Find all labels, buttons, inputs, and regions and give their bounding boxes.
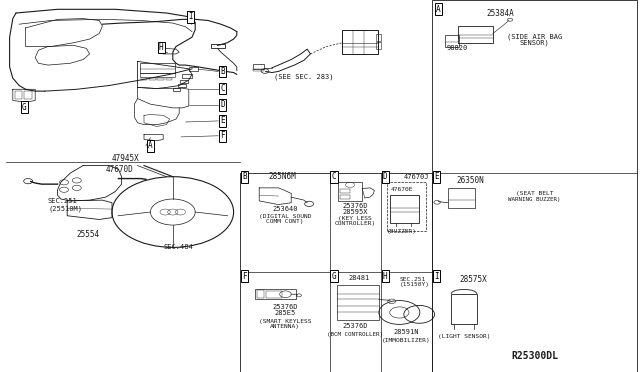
Text: 25376D: 25376D xyxy=(342,203,368,209)
Text: 25384A: 25384A xyxy=(486,9,514,17)
Bar xyxy=(182,74,192,78)
Bar xyxy=(189,67,198,71)
Bar xyxy=(387,182,426,231)
Text: H: H xyxy=(159,43,164,52)
Text: (KEY LESS: (KEY LESS xyxy=(339,216,372,221)
Text: 285E5: 285E5 xyxy=(274,310,296,316)
Text: E: E xyxy=(220,116,225,125)
Text: (BCM CONTROLLER): (BCM CONTROLLER) xyxy=(327,331,383,337)
Text: 253640: 253640 xyxy=(272,206,298,212)
Text: 28575X: 28575X xyxy=(460,275,487,283)
Bar xyxy=(448,188,475,208)
Text: I: I xyxy=(188,12,193,21)
Text: 28591N: 28591N xyxy=(393,329,419,335)
Text: D: D xyxy=(383,172,388,181)
Text: G: G xyxy=(332,272,337,280)
Text: 28481: 28481 xyxy=(349,275,370,281)
Bar xyxy=(173,88,180,91)
Text: B: B xyxy=(242,172,247,181)
Text: (LIGHT SENSOR): (LIGHT SENSOR) xyxy=(438,334,490,339)
Text: 26350N: 26350N xyxy=(456,176,484,185)
Text: (15150Y): (15150Y) xyxy=(399,282,429,288)
Bar xyxy=(141,78,147,80)
Bar xyxy=(140,73,175,77)
Bar xyxy=(253,69,264,71)
Text: (SEE SEC. 283): (SEE SEC. 283) xyxy=(275,73,333,80)
Bar xyxy=(451,294,477,324)
Text: (SEAT BELT: (SEAT BELT xyxy=(516,191,553,196)
Bar xyxy=(149,78,156,80)
Bar xyxy=(340,195,350,199)
Text: 47670E: 47670E xyxy=(390,187,413,192)
Text: (BUZZER): (BUZZER) xyxy=(387,229,417,234)
Text: A: A xyxy=(148,141,153,150)
Text: 47670D: 47670D xyxy=(106,165,133,174)
Text: SENSOR): SENSOR) xyxy=(520,39,549,46)
Bar xyxy=(337,285,379,320)
Bar xyxy=(342,30,378,54)
Text: CONTROLLER): CONTROLLER) xyxy=(335,221,376,226)
Bar xyxy=(178,84,186,87)
Text: G: G xyxy=(22,103,27,112)
Text: 25376D: 25376D xyxy=(272,304,298,310)
Text: D: D xyxy=(220,100,225,109)
Bar xyxy=(211,44,225,48)
Text: E: E xyxy=(434,172,439,181)
Text: C: C xyxy=(332,172,337,181)
Text: SEC.251: SEC.251 xyxy=(399,277,426,282)
Bar xyxy=(445,35,459,46)
Text: F: F xyxy=(220,131,225,140)
Text: WARNING BUZZER): WARNING BUZZER) xyxy=(508,197,561,202)
Text: SEC.484: SEC.484 xyxy=(163,244,193,250)
Text: 25376D: 25376D xyxy=(342,323,368,328)
Text: (25510M): (25510M) xyxy=(48,205,82,212)
Text: R25300DL: R25300DL xyxy=(511,352,558,361)
Bar xyxy=(338,182,362,201)
Bar xyxy=(166,78,172,80)
Bar xyxy=(255,289,296,299)
Text: B: B xyxy=(220,67,225,76)
Bar xyxy=(390,195,419,223)
Text: 47945X: 47945X xyxy=(112,154,140,163)
Text: H: H xyxy=(383,272,388,280)
Bar xyxy=(157,78,164,80)
Text: 285N6M: 285N6M xyxy=(269,172,296,181)
Text: (SMART KEYLESS: (SMART KEYLESS xyxy=(259,319,311,324)
Bar xyxy=(376,34,381,41)
Bar xyxy=(24,91,32,99)
Text: C: C xyxy=(220,84,225,93)
Text: 98820: 98820 xyxy=(447,45,468,51)
Text: 47670J: 47670J xyxy=(403,174,429,180)
Bar xyxy=(140,63,175,73)
Text: COMM CONT): COMM CONT) xyxy=(266,219,303,224)
Text: 25554: 25554 xyxy=(77,230,100,239)
Text: (SIDE AIR BAG: (SIDE AIR BAG xyxy=(507,34,562,41)
Text: A: A xyxy=(436,5,441,14)
Bar xyxy=(340,189,350,193)
Text: SEC.251: SEC.251 xyxy=(48,198,77,204)
Text: I: I xyxy=(434,272,439,280)
Bar xyxy=(266,291,282,298)
Text: (DIGITAL SOUND: (DIGITAL SOUND xyxy=(259,214,311,219)
Bar xyxy=(376,42,381,49)
Bar xyxy=(15,91,22,99)
Bar xyxy=(458,26,493,43)
Text: (IMMOBILIZER): (IMMOBILIZER) xyxy=(381,338,430,343)
Bar xyxy=(257,290,264,298)
Text: F: F xyxy=(242,272,247,280)
Text: 28595X: 28595X xyxy=(342,209,368,215)
Text: ANTENNA): ANTENNA) xyxy=(270,324,300,330)
Bar xyxy=(253,64,264,69)
Bar xyxy=(180,80,188,83)
